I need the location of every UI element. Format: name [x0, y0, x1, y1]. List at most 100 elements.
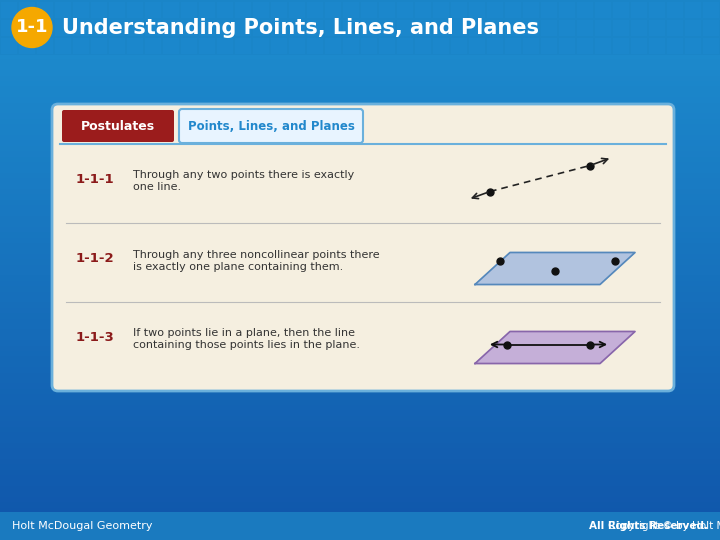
Bar: [0, 313, 720, 319]
Bar: [0, 362, 720, 367]
Bar: [0, 535, 720, 540]
Text: All Rights Reserved.: All Rights Reserved.: [589, 521, 708, 531]
Bar: [0, 275, 720, 281]
Bar: [685, 2, 701, 18]
Bar: [0, 135, 720, 140]
Bar: [325, 20, 341, 36]
Bar: [397, 20, 413, 36]
FancyBboxPatch shape: [52, 104, 674, 391]
Bar: [649, 38, 665, 54]
Bar: [0, 178, 720, 184]
Bar: [649, 2, 665, 18]
Bar: [343, 2, 359, 18]
Polygon shape: [475, 332, 635, 363]
Bar: [0, 265, 720, 270]
Bar: [73, 20, 89, 36]
Bar: [0, 302, 720, 308]
Bar: [181, 20, 197, 36]
Bar: [163, 2, 179, 18]
Bar: [0, 200, 720, 205]
Text: Through any two points there is exactly: Through any two points there is exactly: [133, 171, 354, 180]
Bar: [0, 475, 720, 481]
Bar: [163, 38, 179, 54]
Bar: [379, 38, 395, 54]
Bar: [397, 38, 413, 54]
Bar: [0, 70, 720, 76]
Bar: [0, 324, 720, 329]
Bar: [0, 130, 720, 135]
Bar: [0, 254, 720, 259]
Bar: [127, 20, 143, 36]
Bar: [0, 86, 720, 92]
Bar: [0, 373, 720, 378]
Bar: [0, 216, 720, 221]
Bar: [0, 281, 720, 286]
Text: If two points lie in a plane, then the line: If two points lie in a plane, then the l…: [133, 328, 355, 339]
Bar: [0, 367, 720, 373]
Bar: [0, 49, 720, 54]
Bar: [0, 59, 720, 65]
Bar: [487, 38, 503, 54]
Bar: [73, 2, 89, 18]
Bar: [0, 437, 720, 443]
Bar: [0, 416, 720, 421]
Bar: [0, 513, 720, 518]
Text: Postulates: Postulates: [81, 119, 155, 132]
Bar: [0, 383, 720, 389]
Bar: [0, 491, 720, 497]
Bar: [0, 238, 720, 243]
Text: 1-1-3: 1-1-3: [76, 331, 114, 344]
Text: Through any three noncollinear points there: Through any three noncollinear points th…: [133, 249, 379, 260]
Bar: [163, 20, 179, 36]
Bar: [37, 38, 53, 54]
Bar: [433, 2, 449, 18]
Bar: [217, 38, 233, 54]
Bar: [559, 38, 575, 54]
Bar: [0, 389, 720, 394]
Bar: [361, 20, 377, 36]
Bar: [0, 502, 720, 508]
Bar: [0, 524, 720, 529]
Bar: [361, 2, 377, 18]
Bar: [649, 20, 665, 36]
Bar: [0, 119, 720, 124]
Bar: [55, 20, 71, 36]
Bar: [0, 184, 720, 189]
Bar: [703, 2, 719, 18]
Bar: [685, 38, 701, 54]
Bar: [0, 146, 720, 151]
Bar: [0, 65, 720, 70]
Bar: [55, 38, 71, 54]
Bar: [487, 20, 503, 36]
Bar: [199, 38, 215, 54]
Bar: [631, 38, 647, 54]
Bar: [0, 11, 720, 16]
Bar: [253, 2, 269, 18]
Bar: [0, 259, 720, 265]
Bar: [0, 113, 720, 119]
Bar: [0, 194, 720, 200]
Bar: [631, 20, 647, 36]
Bar: [127, 2, 143, 18]
Bar: [289, 20, 305, 36]
Bar: [19, 2, 35, 18]
Bar: [0, 356, 720, 362]
Bar: [0, 162, 720, 167]
Bar: [1, 38, 17, 54]
Bar: [0, 205, 720, 211]
Bar: [451, 2, 467, 18]
Bar: [19, 38, 35, 54]
FancyBboxPatch shape: [179, 109, 363, 143]
Bar: [415, 38, 431, 54]
Bar: [613, 38, 629, 54]
Bar: [0, 454, 720, 459]
Bar: [0, 167, 720, 173]
Bar: [0, 43, 720, 49]
Bar: [433, 38, 449, 54]
Bar: [0, 157, 720, 162]
Bar: [307, 20, 323, 36]
Bar: [0, 329, 720, 335]
Text: is exactly one plane containing them.: is exactly one plane containing them.: [133, 261, 343, 272]
Text: Points, Lines, and Planes: Points, Lines, and Planes: [188, 119, 354, 132]
Bar: [0, 518, 720, 524]
